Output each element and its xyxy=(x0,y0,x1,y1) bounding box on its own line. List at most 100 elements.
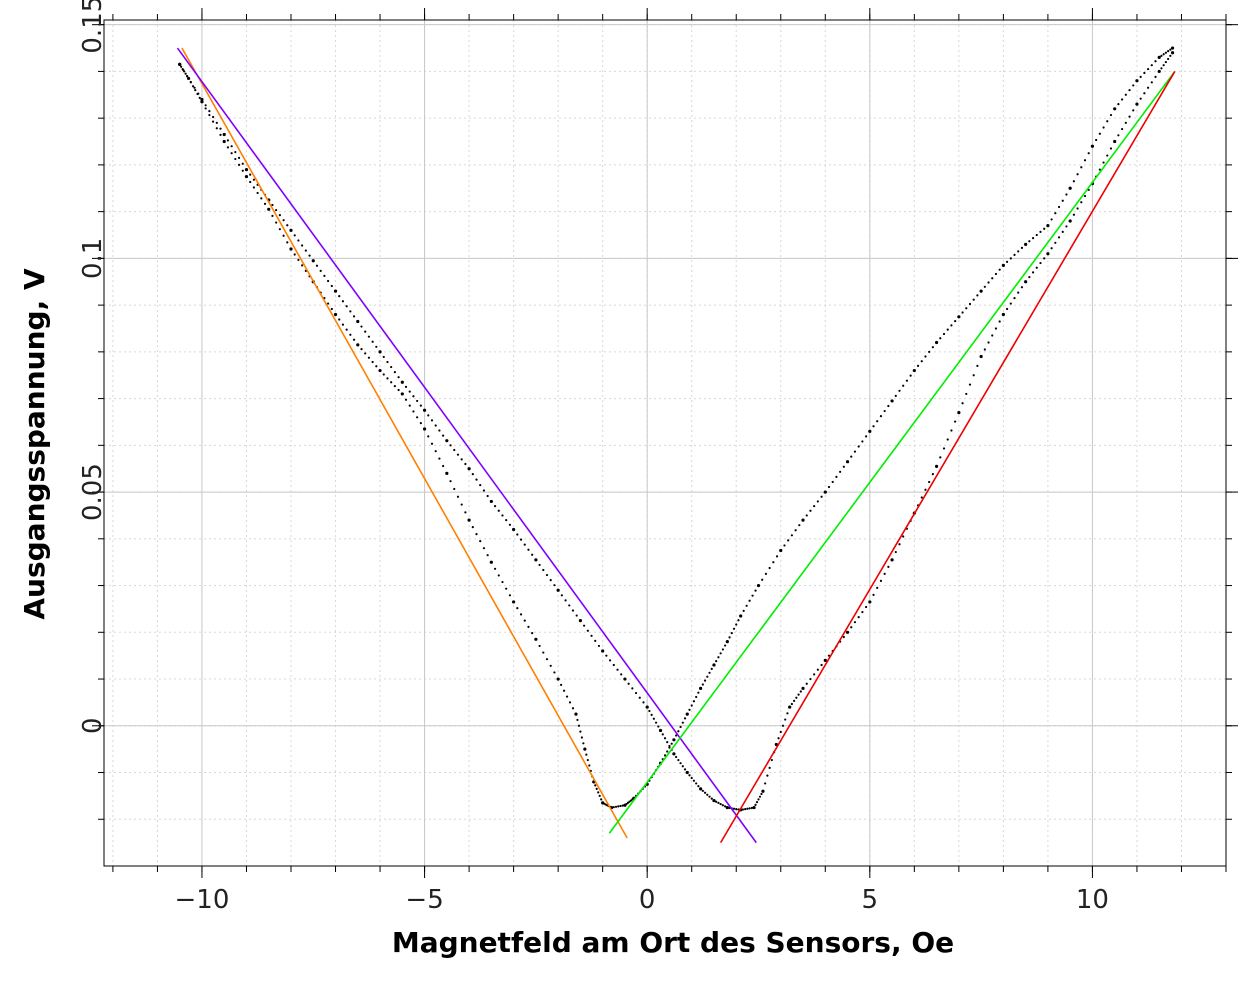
data-point xyxy=(1065,193,1068,196)
data-point xyxy=(715,800,718,803)
data-point xyxy=(553,584,556,587)
data-point xyxy=(349,310,352,313)
data-point xyxy=(1143,92,1146,95)
data-point xyxy=(519,613,523,616)
data-point xyxy=(1009,257,1012,260)
data-point xyxy=(786,712,789,715)
data-point xyxy=(534,558,538,562)
data-point xyxy=(598,794,601,797)
data-point xyxy=(286,241,289,244)
data-point xyxy=(549,664,552,667)
data-point xyxy=(475,478,478,481)
series-1 xyxy=(178,51,1175,812)
data-point xyxy=(868,429,872,433)
data-point xyxy=(772,561,775,564)
data-point xyxy=(708,795,711,798)
data-point xyxy=(668,744,671,748)
data-point xyxy=(737,619,740,622)
data-point xyxy=(576,718,579,722)
data-point xyxy=(382,355,385,359)
data-point xyxy=(230,145,233,148)
data-point xyxy=(683,768,687,771)
data-point xyxy=(1169,48,1172,51)
data-point xyxy=(715,660,718,663)
data-point xyxy=(717,656,720,659)
data-point xyxy=(699,686,703,690)
data-point xyxy=(979,354,983,359)
data-point xyxy=(623,677,627,681)
data-point xyxy=(764,782,767,785)
series-0 xyxy=(178,46,1175,810)
data-point xyxy=(1050,247,1053,250)
data-point xyxy=(208,110,211,113)
data-point xyxy=(430,442,434,445)
data-point xyxy=(330,307,333,311)
data-point xyxy=(282,234,285,237)
data-point xyxy=(438,457,441,460)
data-point xyxy=(1139,75,1142,78)
data-point xyxy=(839,470,842,473)
data-point xyxy=(1065,225,1068,228)
data-point xyxy=(375,345,378,348)
data-point xyxy=(597,644,601,648)
data-point xyxy=(1154,60,1157,63)
data-point xyxy=(512,527,516,532)
data-point xyxy=(375,365,378,368)
data-point xyxy=(390,365,393,369)
data-point xyxy=(330,284,333,288)
data-point xyxy=(364,352,367,355)
data-point xyxy=(527,625,530,628)
data-point xyxy=(193,86,196,89)
data-point xyxy=(275,221,278,224)
series-layer xyxy=(176,46,1176,844)
data-point xyxy=(968,302,972,306)
axis-ticks: −10 −5 0 5 10 0 0.05 0.1 0.15 xyxy=(78,0,1238,915)
data-point xyxy=(442,434,445,437)
data-point xyxy=(531,631,534,635)
fit-line xyxy=(719,71,1176,844)
data-point xyxy=(249,173,252,176)
data-point xyxy=(534,637,538,641)
data-point xyxy=(845,630,850,634)
data-point xyxy=(434,450,437,453)
data-point xyxy=(861,610,864,614)
data-point xyxy=(486,494,489,498)
fit-line xyxy=(608,70,1176,834)
data-point xyxy=(1162,53,1165,56)
data-point xyxy=(735,808,738,811)
data-point xyxy=(479,483,482,487)
data-point xyxy=(783,544,786,547)
y-tick-label: 0.15 xyxy=(78,0,108,54)
data-point xyxy=(650,713,653,716)
data-point xyxy=(230,152,233,155)
data-point xyxy=(371,360,374,364)
data-point xyxy=(638,696,641,699)
data-point xyxy=(1102,161,1105,164)
data-point xyxy=(493,567,497,570)
data-point xyxy=(297,258,300,262)
data-point xyxy=(445,471,449,475)
data-point xyxy=(912,368,916,373)
data-point xyxy=(724,644,727,647)
data-point xyxy=(301,264,304,267)
data-point xyxy=(805,514,808,517)
data-point xyxy=(1113,107,1117,111)
data-point xyxy=(327,302,330,305)
data-point xyxy=(186,76,191,81)
data-point xyxy=(226,139,230,142)
data-point xyxy=(1080,166,1083,169)
data-point xyxy=(271,214,274,218)
data-point xyxy=(666,750,669,753)
data-point xyxy=(1061,199,1064,202)
data-point xyxy=(289,247,293,251)
data-point xyxy=(393,385,396,388)
data-point xyxy=(809,509,812,512)
data-point xyxy=(293,234,296,237)
data-point xyxy=(857,445,860,448)
data-point xyxy=(430,419,434,422)
data-point xyxy=(180,65,183,68)
data-point xyxy=(721,648,724,651)
data-point xyxy=(1146,67,1150,71)
data-point xyxy=(1083,194,1087,198)
data-point xyxy=(991,334,994,337)
